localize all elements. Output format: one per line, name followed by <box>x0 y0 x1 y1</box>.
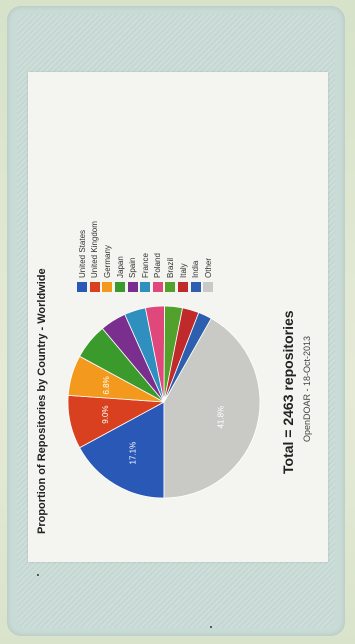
pie-slice-other <box>163 317 261 499</box>
bullet-mark <box>37 574 39 576</box>
legend-swatch <box>152 282 163 292</box>
legend-item: Brazil <box>164 92 177 292</box>
legend-swatch <box>203 282 214 292</box>
legend-swatch <box>165 282 176 292</box>
pie-data-label: 41.8% <box>217 406 226 429</box>
chart-title: Proportion of Repositories by Country - … <box>36 268 48 534</box>
legend-swatch <box>127 282 138 292</box>
legend-label: United Kingdom <box>90 221 100 278</box>
legend-swatch <box>190 282 201 292</box>
legend-item: Italy <box>177 92 190 292</box>
legend-swatch <box>178 282 189 292</box>
pie-data-label: 17.1% <box>129 442 138 465</box>
legend-label: Brazil <box>165 257 175 278</box>
chart-legend: United States United Kingdom Germany Japan S… <box>76 92 215 292</box>
legend-label: Other <box>203 257 213 278</box>
legend-item: Germany <box>101 92 114 292</box>
pie-data-label: 6.8% <box>102 376 111 394</box>
pie-slice-united-states <box>79 401 165 499</box>
legend-label: Germany <box>102 245 112 278</box>
legend-label: United States <box>77 229 87 278</box>
legend-label: India <box>191 260 201 278</box>
legend-item: India <box>189 92 202 292</box>
pie-chart: 17.1% 9.0% 6.8% 41.8% <box>67 305 261 499</box>
pie-data-label: 9.0% <box>101 405 110 423</box>
legend-label: Spain <box>128 257 138 278</box>
legend-label: Poland <box>153 253 163 278</box>
legend-item: United Kingdom <box>89 92 102 292</box>
legend-item: United States <box>76 92 89 292</box>
legend-item: France <box>139 92 152 292</box>
legend-swatch <box>140 282 151 292</box>
legend-item: Spain <box>126 92 139 292</box>
chart-card: Proportion of Repositories by Country - … <box>28 72 328 562</box>
legend-item: Poland <box>152 92 165 292</box>
legend-swatch <box>115 282 126 292</box>
legend-label: France <box>140 253 150 278</box>
legend-item: Japan <box>114 92 127 292</box>
legend-item: Other <box>202 92 215 292</box>
legend-label: Italy <box>178 263 188 278</box>
bullet-mark <box>210 626 212 628</box>
chart-source-label: OpenDOAR - 18-Oct-2013 <box>302 335 312 442</box>
legend-swatch <box>89 282 100 292</box>
legend-label: Japan <box>115 256 125 278</box>
legend-swatch <box>77 282 88 292</box>
total-repositories-label: Total = 2463 repositories <box>280 310 296 474</box>
chart-rotated-frame: Proportion of Repositories by Country - … <box>28 72 328 562</box>
legend-swatch <box>102 282 113 292</box>
